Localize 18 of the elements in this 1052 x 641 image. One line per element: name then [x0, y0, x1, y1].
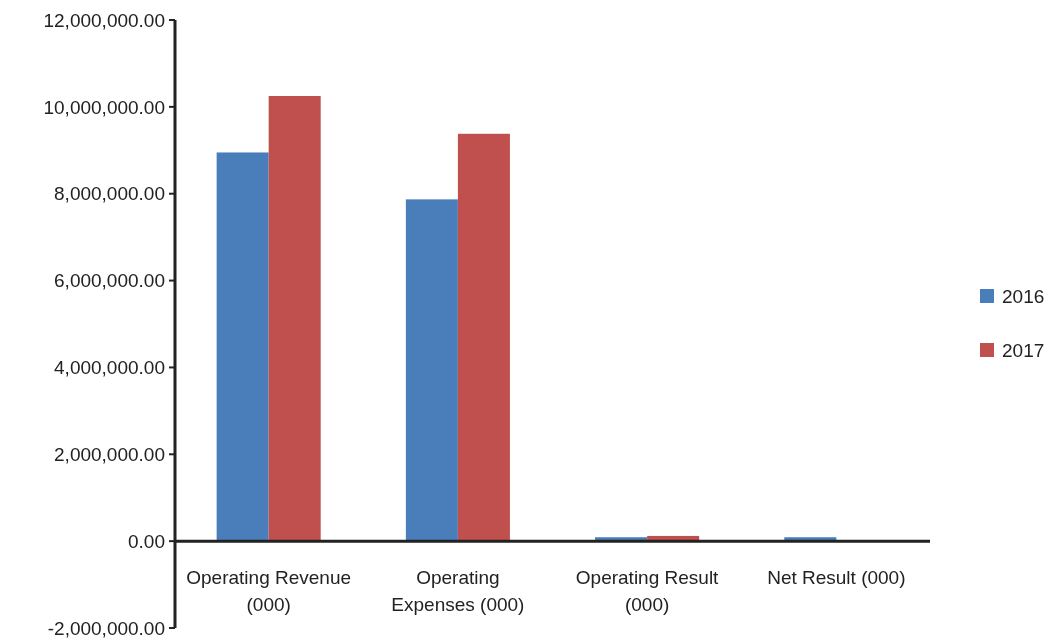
bar — [268, 96, 321, 542]
y-tick-label: 6,000,000.00 — [54, 270, 165, 292]
y-tick-label: 0.00 — [128, 530, 165, 552]
y-tick-label: 12,000,000.00 — [43, 9, 165, 31]
legend-label: 2016 — [1002, 285, 1045, 307]
y-tick-label: 8,000,000.00 — [54, 183, 165, 205]
x-tick-label: Operating Result (000) — [575, 567, 720, 616]
legend-label: 2017 — [1002, 339, 1045, 361]
y-tick-label: 4,000,000.00 — [54, 357, 165, 379]
bar — [216, 152, 269, 542]
y-tick-label: 2,000,000.00 — [54, 443, 165, 465]
bar — [457, 133, 510, 542]
x-tick-label: Operating Expenses (000) — [391, 567, 525, 616]
x-tick-label: Operating Revenue (000) — [186, 567, 352, 616]
y-tick-label: -2,000,000.00 — [47, 617, 165, 639]
y-tick-label: 10,000,000.00 — [43, 96, 165, 118]
bar — [405, 199, 458, 542]
x-tick-label: Net Result (000) — [767, 567, 906, 589]
